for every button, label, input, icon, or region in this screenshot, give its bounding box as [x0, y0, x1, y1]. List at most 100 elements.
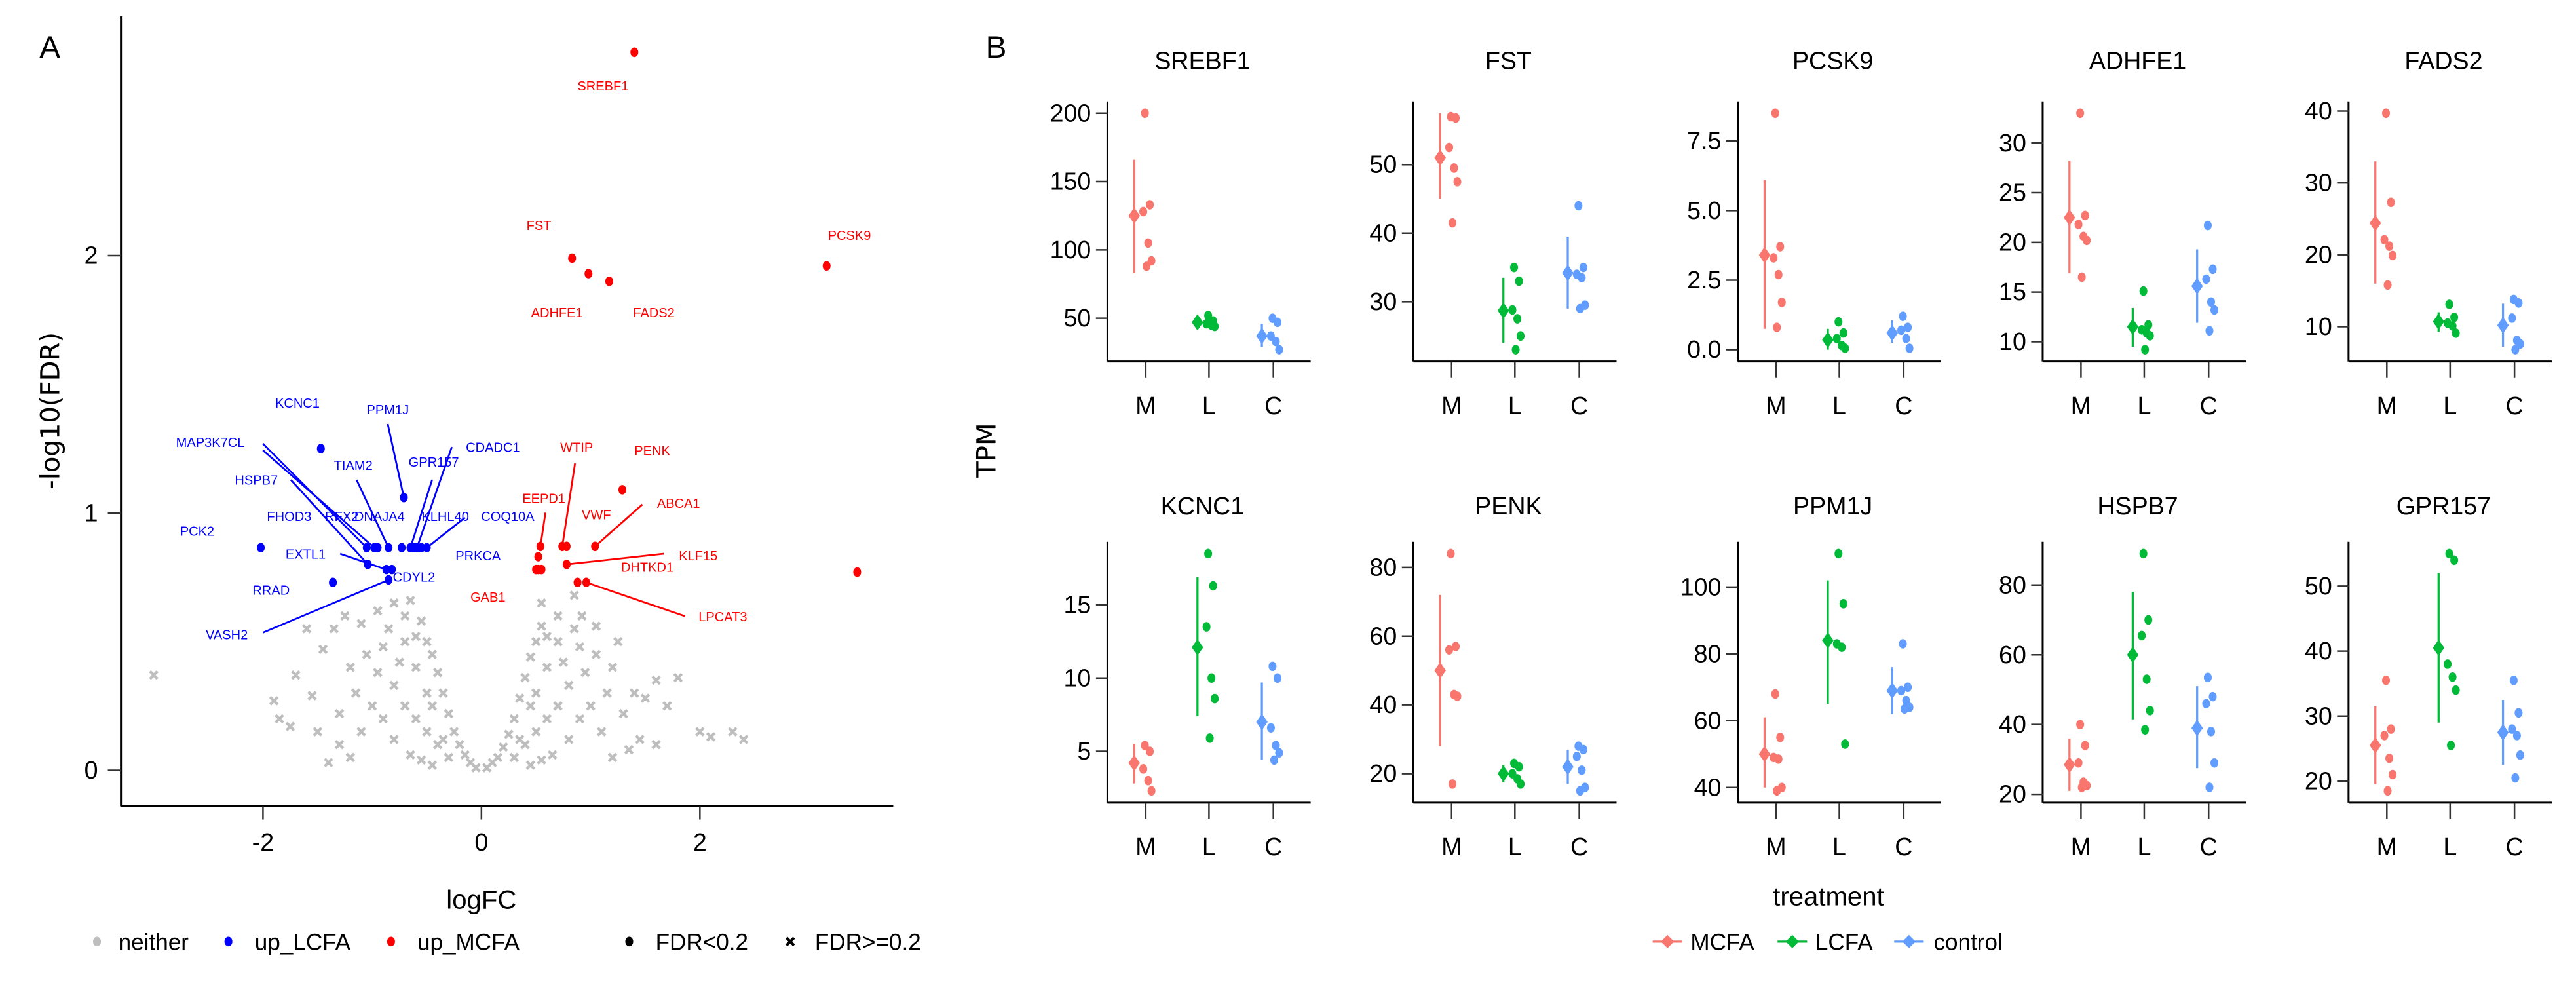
- volcano-plot-panel: A -log10(FDR) logFC -2 0 2 0 1 2 SREBF1 FST ADHF…: [35, 16, 921, 955]
- mean-marker: [1886, 324, 1899, 341]
- gene-label: DNAJA4: [354, 510, 405, 524]
- sample-point: [1275, 748, 1283, 758]
- gene-label: FST: [527, 219, 552, 233]
- point-neither: [383, 624, 394, 634]
- sample-point: [2210, 305, 2219, 315]
- point-neither: [577, 611, 587, 621]
- sample-point: [1576, 303, 1584, 314]
- panel-adhfe1: ADHFE1 10 15 20 25 30 M L C: [1999, 47, 2246, 419]
- y-tick-label: 30: [1369, 288, 1397, 315]
- sample-point: [2081, 741, 2089, 750]
- sample-point: [1776, 732, 1785, 742]
- sample-point: [2383, 280, 2392, 290]
- point-neither: [389, 735, 399, 744]
- sample-point: [1445, 142, 1454, 153]
- sample-point: [2452, 685, 2460, 695]
- gene-label: WTIP: [560, 441, 593, 455]
- gene-label: PRKCA: [455, 549, 501, 564]
- sample-point: [2208, 691, 2217, 702]
- y-tick-label: 10: [1064, 664, 1091, 691]
- sample-point: [2447, 741, 2455, 750]
- sample-point: [1579, 262, 1587, 273]
- y-tick-label: 40: [2305, 637, 2332, 664]
- point-neither: [630, 688, 639, 698]
- point-neither: [345, 663, 356, 672]
- sample-point: [2508, 313, 2516, 323]
- point-neither: [373, 667, 383, 678]
- x-tick-label: M: [1441, 833, 1462, 860]
- point-neither: [493, 752, 503, 763]
- point-neither: [569, 624, 579, 634]
- sample-point: [1774, 269, 1783, 280]
- label-connector: [355, 479, 390, 548]
- sample-point: [2387, 197, 2395, 208]
- sample-point: [1578, 273, 1586, 283]
- sample-point: [1897, 685, 1906, 696]
- point-neither: [362, 649, 372, 660]
- point-neither: [514, 693, 525, 703]
- point-neither: [438, 688, 448, 698]
- gene-label: TIAM2: [334, 459, 373, 473]
- sample-point: [2203, 220, 2212, 231]
- sample-point: [1211, 321, 1219, 332]
- point-neither: [569, 590, 579, 600]
- point-neither: [465, 758, 476, 767]
- mean-marker: [1497, 765, 1509, 782]
- sample-point: [2387, 724, 2395, 734]
- point-neither: [406, 596, 415, 606]
- sample-point: [1450, 163, 1458, 173]
- y-tick-label: 0: [85, 756, 98, 784]
- sample-point: [1268, 661, 1277, 672]
- point-neither: [547, 750, 558, 760]
- sample-point: [1273, 317, 1281, 328]
- gene-label: DHTKD1: [621, 561, 673, 575]
- sample-point: [2450, 312, 2459, 322]
- sample-point: [1517, 331, 1525, 341]
- legend-key-dot: [387, 936, 395, 947]
- sample-point: [2445, 299, 2453, 309]
- point-neither: [651, 675, 661, 685]
- point-neither: [275, 714, 284, 724]
- mean-marker: [1434, 149, 1446, 166]
- sample-point: [1266, 723, 1275, 733]
- sample-point: [2146, 706, 2154, 716]
- sample-point: [2074, 758, 2083, 768]
- sample-point: [2389, 769, 2397, 780]
- point-neither: [542, 714, 552, 724]
- mean-marker: [1256, 714, 1268, 731]
- point-neither: [602, 688, 612, 698]
- sample-point: [1275, 345, 1283, 355]
- sample-point: [2205, 782, 2214, 792]
- x-tick-label: C: [2200, 833, 2218, 860]
- y-tick-label: 0.0: [1687, 336, 1721, 363]
- sample-point: [1447, 548, 1455, 559]
- legend-label: MCFA: [1690, 929, 1754, 955]
- point-neither: [542, 631, 552, 642]
- sample-point: [1771, 108, 1779, 119]
- legend-key-cross: [785, 936, 795, 947]
- point-neither: [558, 657, 569, 667]
- sample-point: [1453, 177, 1462, 187]
- label-connector: [586, 581, 686, 617]
- point-neither: [563, 735, 574, 744]
- point-neither: [635, 735, 645, 744]
- sample-point: [1773, 322, 1781, 332]
- label-connector: [262, 450, 375, 548]
- x-tick-label: C: [2506, 392, 2524, 419]
- mean-marker: [1562, 264, 1574, 282]
- sample-point: [2081, 210, 2089, 221]
- mean-marker: [1758, 246, 1771, 263]
- point-neither: [340, 611, 350, 621]
- point-up-lcfa: [373, 543, 382, 553]
- label-connector: [426, 516, 466, 548]
- sample-point: [2450, 555, 2459, 566]
- panel-fst: FST 30 40 50 M L C: [1369, 47, 1617, 419]
- gene-label: FADS2: [633, 306, 675, 320]
- y-tick-label: 100: [1680, 573, 1722, 600]
- sample-point: [2385, 753, 2394, 763]
- legend-a: neither up_LCFA up_MCFA FDR<0.2 FDR>=0.2: [93, 929, 921, 955]
- point-neither: [334, 739, 345, 750]
- point-neither: [455, 739, 464, 750]
- point-neither: [607, 752, 618, 763]
- mean-marker: [1256, 328, 1268, 345]
